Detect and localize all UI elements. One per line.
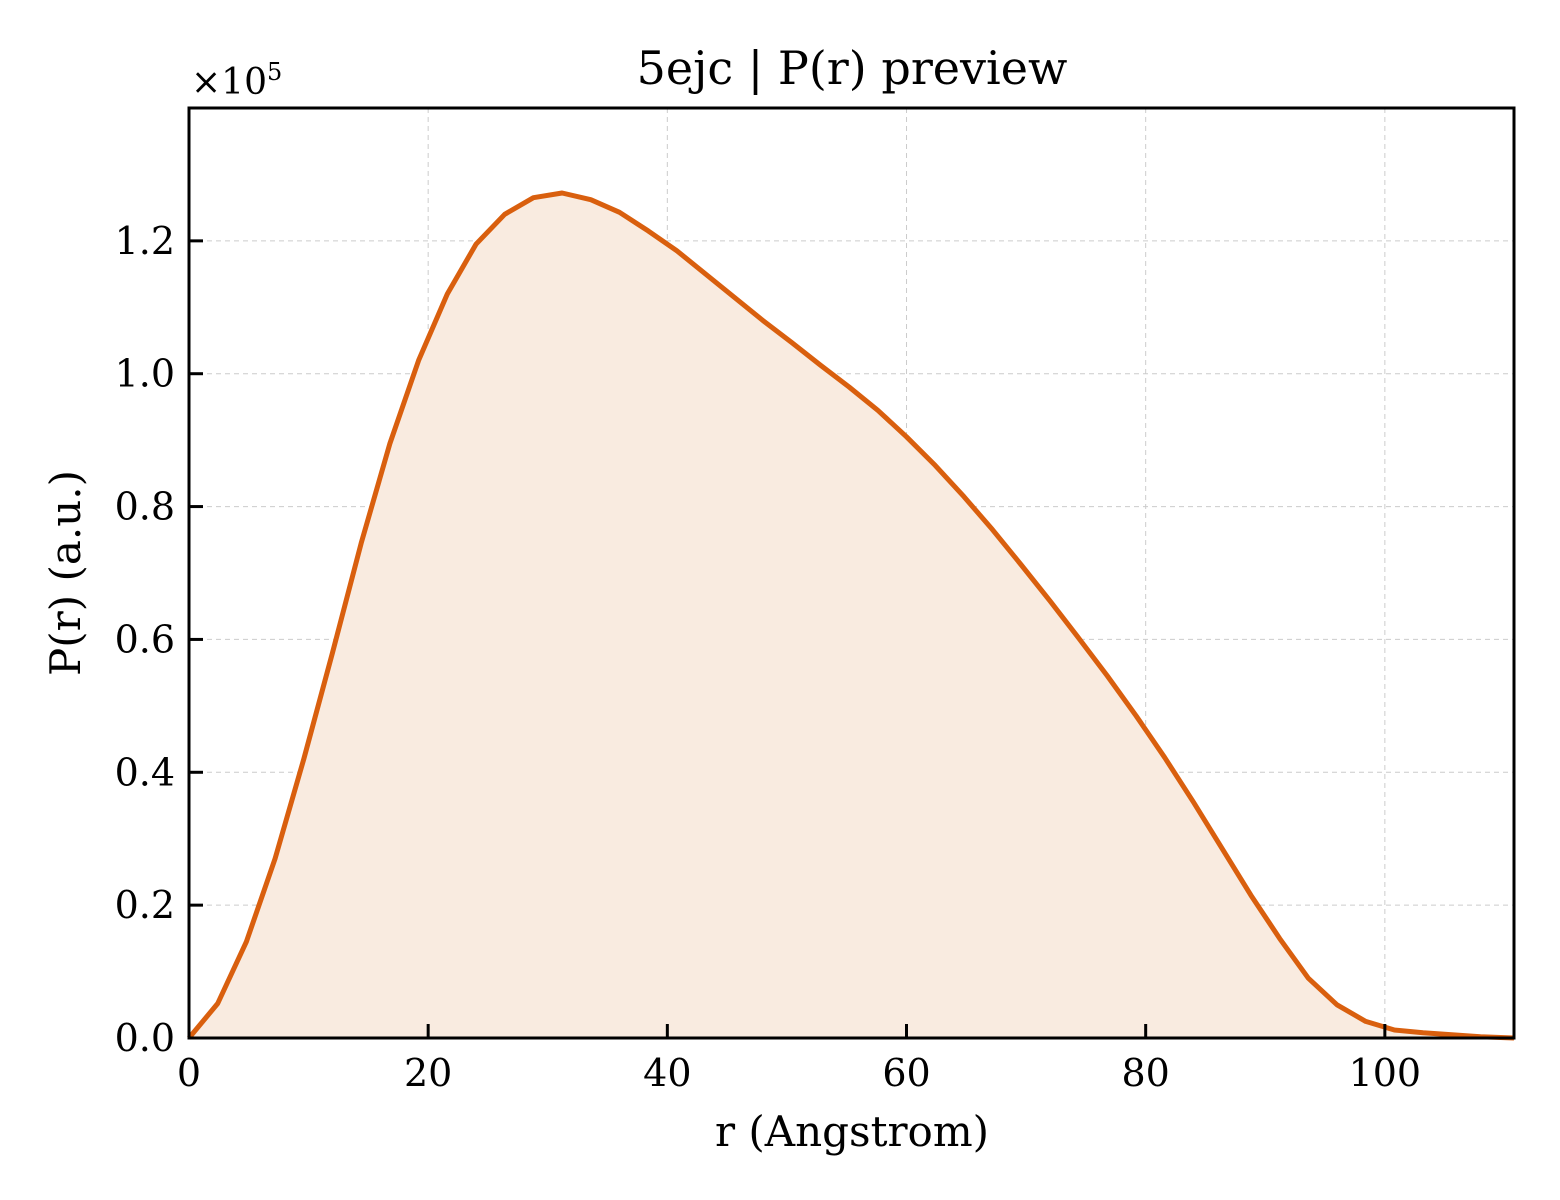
y-tick-label: 0.0 (115, 1016, 175, 1060)
pr-series-line (187, 190, 1515, 1041)
x-tick-label: 40 (643, 1051, 691, 1095)
y-tick-label: 0.8 (115, 485, 175, 529)
chart-title: 5ejc | P(r) preview (637, 41, 1068, 95)
x-tick-label: 80 (1121, 1051, 1169, 1095)
x-tick-label: 100 (1349, 1051, 1422, 1095)
plot-frame (187, 106, 1516, 1040)
y-multiplier-base: ×10 (191, 62, 267, 103)
axis-tick-labels: 0 20 40 60 80 100 0.0 0.2 0.4 0.6 0.8 1.0 1.2 (115, 219, 1422, 1095)
y-tick-label: 1.2 (115, 219, 175, 263)
x-tick-label: 0 (177, 1051, 201, 1095)
axis-ticks (187, 239, 1387, 1040)
y-axis-label: P(r) (a.u.) (41, 470, 90, 676)
y-multiplier-exponent: 5 (267, 58, 282, 86)
y-tick-label: 0.4 (115, 750, 175, 794)
y-tick-label: 0.2 (115, 883, 175, 927)
pr-area-fill (189, 193, 1514, 1038)
x-axis-label: r (Angstrom) (715, 1107, 989, 1156)
y-tick-label: 0.6 (115, 617, 175, 661)
y-tick-label: 1.0 (115, 352, 175, 396)
x-tick-label: 60 (882, 1051, 930, 1095)
y-axis-multiplier: ×105 (191, 58, 282, 103)
x-tick-label: 20 (404, 1051, 452, 1095)
